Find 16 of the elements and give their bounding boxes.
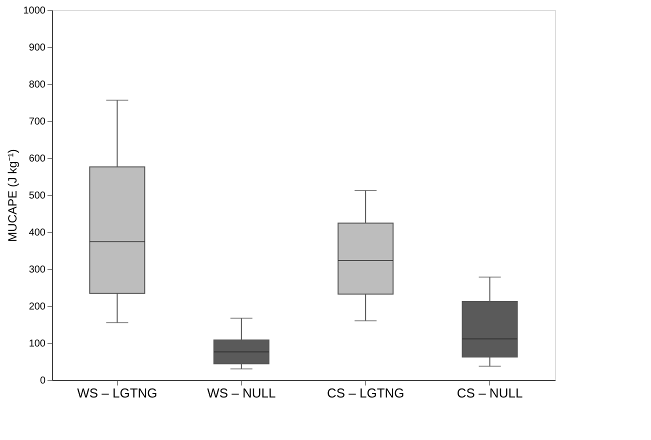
y-tick-label: 900 — [28, 42, 46, 54]
y-tick-label: 500 — [28, 190, 46, 202]
y-tick-label: 700 — [28, 116, 46, 128]
y-tick-label: 200 — [28, 302, 46, 312]
x-tick-label: WS – NULL — [207, 386, 276, 400]
y-tick-label: 300 — [28, 264, 46, 276]
y-tick-label: 1000 — [23, 6, 46, 16]
y-tick-label: 400 — [28, 228, 46, 238]
x-tick-label: CS – LGTNG — [326, 386, 404, 400]
y-tick-label: 0 — [40, 376, 46, 386]
y-axis-title: MUCAPE (J kg⁻¹) — [5, 149, 20, 242]
x-tick-label: WS – LGTNG — [77, 386, 158, 400]
y-tick-label: 100 — [28, 338, 46, 350]
y-tick-label: 800 — [28, 80, 46, 90]
x-tick-label: CS – NULL — [456, 386, 523, 400]
y-tick-label: 600 — [28, 154, 46, 164]
